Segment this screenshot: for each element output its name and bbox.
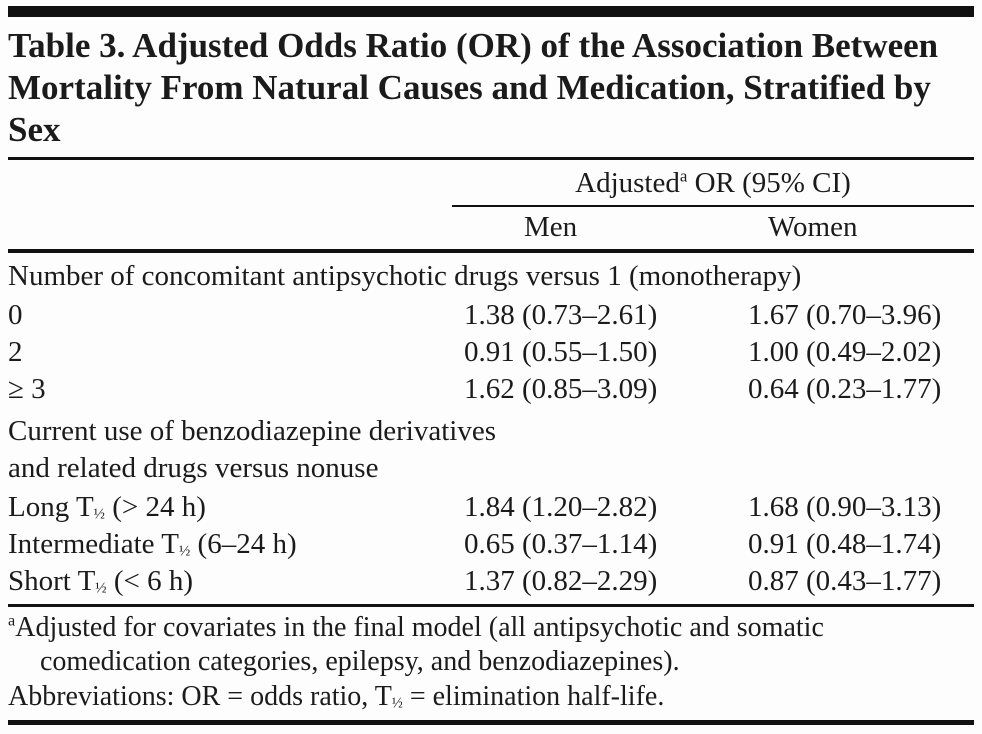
spanner-text-rest: OR (95% CI) [687,167,851,199]
value-women: 0.87 (0.43–1.77) [748,565,942,597]
footnotes: aAdjusted for covariates in the final mo… [8,607,974,714]
footnote-a-text: Adjusted for covariates in the final mod… [15,612,824,677]
spanner-text: Adjusted [575,167,680,199]
top-rule [8,6,974,17]
section-label-line: Current use of benzodiazepine derivative… [8,415,496,447]
title-rule [8,157,974,160]
half-life-subscript: ½ [93,506,105,523]
value-men: 1.37 (0.82–2.29) [464,565,658,597]
footnote-a: aAdjusted for covariates in the final mo… [8,611,974,679]
value-men: 1.84 (1.20–2.82) [464,491,658,523]
value-women: 0.91 (0.48–1.74) [748,528,942,560]
table-title: Table 3. Adjusted Odds Ratio (OR) of the… [8,26,939,149]
half-life-subscript: ½ [391,695,403,712]
table-body: Number of concomitant antipsychotic drug… [8,253,974,600]
value-men: 0.91 (0.55–1.50) [464,336,658,368]
value-men: 1.62 (0.85–3.09) [464,373,658,405]
header-rule [8,249,974,253]
value-men: 1.38 (0.73–2.61) [464,299,658,331]
value-women: 1.68 (0.90–3.13) [748,491,942,523]
half-life-subscript: ½ [95,580,107,597]
footnote-a-marker: a [8,611,16,630]
row-label: Short T½ (< 6 h) [8,565,194,597]
section-label-benzodiazepines: Current use of benzodiazepine derivative… [8,408,974,489]
row-label: Intermediate T½ (6–24 h) [8,528,297,560]
value-women: 1.67 (0.70–3.96) [748,299,942,331]
bottom-rule [8,720,974,725]
value-women: 1.00 (0.49–2.02) [748,336,942,368]
section-label-antipsychotics: Number of concomitant antipsychotic drug… [8,253,974,297]
row-label: Long T½ (> 24 h) [8,491,206,523]
spanner-footnote-marker: a [679,166,688,186]
row-label: 2 [8,336,23,368]
column-header-men: Men [524,211,578,243]
abbreviations-note: Abbreviations: OR = odds ratio, T½ = eli… [8,681,665,712]
row-label: ≥ 3 [8,373,46,405]
section-label-line: and related drugs versus nonuse [8,452,379,484]
value-men: 0.65 (0.37–1.14) [464,528,658,560]
column-header-women: Women [768,211,858,243]
half-life-subscript: ½ [178,543,191,560]
footnote-rule [8,604,974,607]
spanner-header: Adjusteda OR (95% CI) [452,160,974,207]
value-women: 0.64 (0.23–1.77) [748,373,942,405]
row-label: 0 [8,299,23,331]
column-header-grid: Adjusteda OR (95% CI) Men Women [8,160,974,249]
section-label-line: Number of concomitant antipsychotic drug… [8,260,802,292]
